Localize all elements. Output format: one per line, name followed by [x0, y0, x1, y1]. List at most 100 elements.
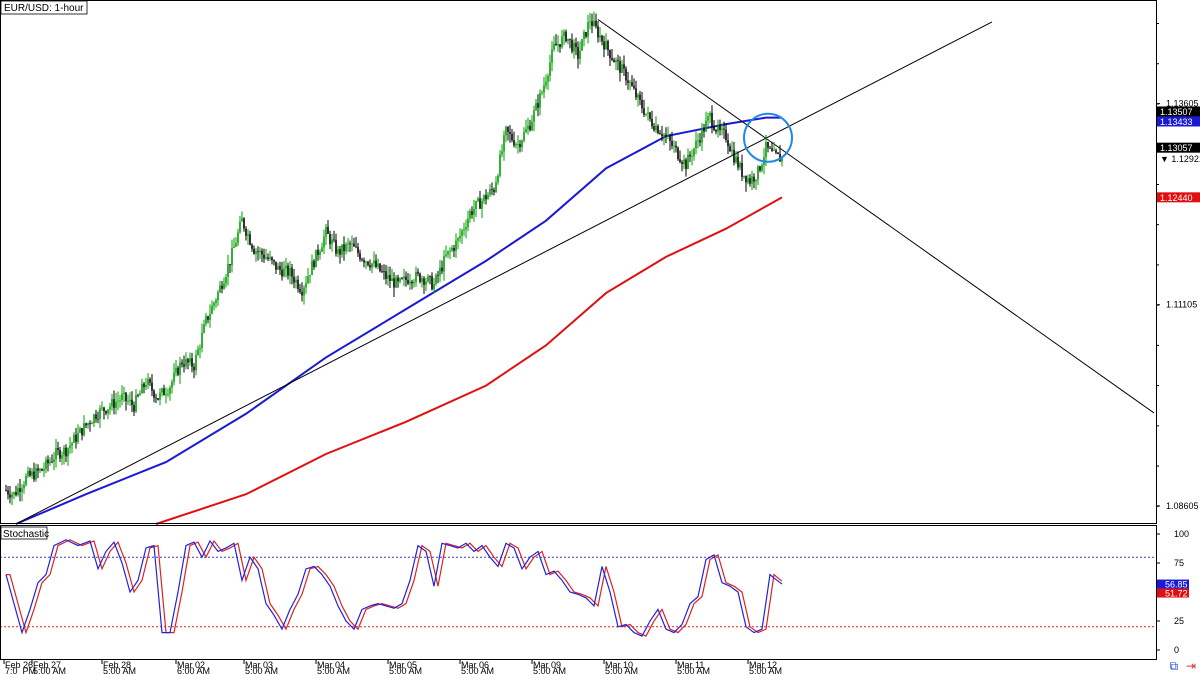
stochastic-tag-label: 51.72	[1165, 588, 1188, 598]
candle-body	[667, 135, 669, 137]
candle-body	[75, 434, 77, 442]
candle-body	[161, 388, 163, 393]
candle-body	[105, 410, 107, 414]
candle-body	[259, 250, 261, 253]
candle-body	[417, 271, 419, 274]
candle-body	[533, 110, 535, 122]
candle-body	[721, 128, 723, 130]
candle-body	[173, 372, 175, 382]
candle-body	[197, 349, 199, 355]
candle-body	[27, 470, 29, 476]
candle-body	[285, 265, 287, 269]
candle-body	[389, 275, 391, 281]
candle-body	[363, 260, 365, 263]
trendlines[interactable]	[15, 19, 1155, 525]
candle-body	[43, 468, 45, 471]
candle-body	[81, 428, 83, 436]
candle-body	[305, 283, 307, 288]
time-date-label: Mar 05	[389, 660, 417, 670]
candle-body	[79, 428, 81, 433]
trendline-1[interactable]	[15, 21, 993, 525]
candle-body	[325, 226, 327, 237]
footer-icons: ⧉ ⇥	[1166, 659, 1196, 674]
candle-body	[595, 20, 597, 27]
candle-body	[117, 400, 119, 402]
candle-body	[647, 112, 649, 114]
price-tag-bg	[1157, 142, 1200, 153]
candle-body	[617, 60, 619, 62]
candle-body	[211, 305, 213, 314]
candle-body	[613, 59, 615, 63]
candle-body	[97, 418, 99, 420]
candle-body	[421, 278, 423, 282]
candle-body	[291, 267, 293, 277]
time-hour-label: 5:00 AM	[103, 666, 136, 675]
candle-body	[525, 128, 527, 133]
candle-body	[725, 129, 727, 141]
candle-body	[419, 273, 421, 282]
candle-body	[773, 150, 775, 152]
candle-body	[157, 398, 159, 400]
highlight-circle-shape[interactable]	[743, 112, 793, 163]
candle-body	[179, 362, 181, 375]
candle-body	[353, 243, 355, 247]
candle-body	[683, 159, 685, 165]
link-icon[interactable]: ⧉	[1169, 659, 1179, 673]
candle-body	[87, 423, 89, 426]
time-hour-label: 5:00 AM	[533, 666, 566, 675]
candle-body	[491, 189, 493, 190]
candle-body	[601, 35, 603, 42]
candle-body	[445, 254, 447, 257]
candle-body	[51, 461, 53, 463]
candle-body	[677, 147, 679, 160]
chart-title: EUR/USD: 1-hour	[4, 3, 84, 14]
candle-body	[151, 382, 153, 391]
candle-body	[575, 42, 577, 48]
candle-body	[641, 99, 643, 109]
candle-body	[691, 156, 693, 158]
candle-body	[739, 163, 741, 168]
candle-body	[675, 145, 677, 148]
candle-body	[339, 249, 341, 255]
candle-body	[761, 164, 763, 171]
candle-body	[271, 257, 273, 260]
candle-body	[395, 277, 397, 288]
candle-body	[633, 85, 635, 89]
candle-body	[781, 157, 783, 162]
stochastic-pane[interactable]	[0, 539, 1156, 637]
candle-body	[631, 82, 633, 86]
price-tag-bg	[1157, 116, 1200, 127]
time-hour-label: 5:00 AM	[749, 666, 782, 675]
candle-body	[733, 149, 735, 163]
candle-body	[461, 230, 463, 237]
scroll-to-end-icon[interactable]: ⇥	[1185, 659, 1196, 673]
candle-body	[537, 103, 539, 108]
trendline-2[interactable]	[597, 19, 1155, 414]
candle-body	[269, 257, 271, 259]
candle-body	[255, 251, 257, 254]
time-date-label: Feb 26	[5, 660, 33, 670]
candle-body	[463, 229, 465, 231]
price-pane[interactable]	[5, 11, 1155, 525]
candle-body	[693, 148, 695, 157]
candle-body	[189, 358, 191, 363]
candle-body	[507, 126, 509, 132]
time-date-label: Mar 03	[245, 660, 273, 670]
candle-body	[521, 140, 523, 148]
candle-body	[261, 250, 263, 255]
candle-body	[477, 198, 479, 202]
candle-body	[53, 459, 55, 462]
candle-body	[345, 244, 347, 252]
candle-body	[755, 179, 757, 182]
candle-body	[47, 459, 49, 464]
candle-body	[665, 134, 667, 137]
candle-body	[509, 131, 511, 134]
candle-body	[311, 260, 313, 275]
candle-body	[217, 292, 219, 301]
candle-body	[351, 243, 353, 245]
candle-body	[219, 285, 221, 293]
candle-body	[127, 400, 129, 402]
candle-body	[299, 288, 301, 292]
candle-body	[5, 490, 7, 492]
candle-body	[359, 253, 361, 260]
